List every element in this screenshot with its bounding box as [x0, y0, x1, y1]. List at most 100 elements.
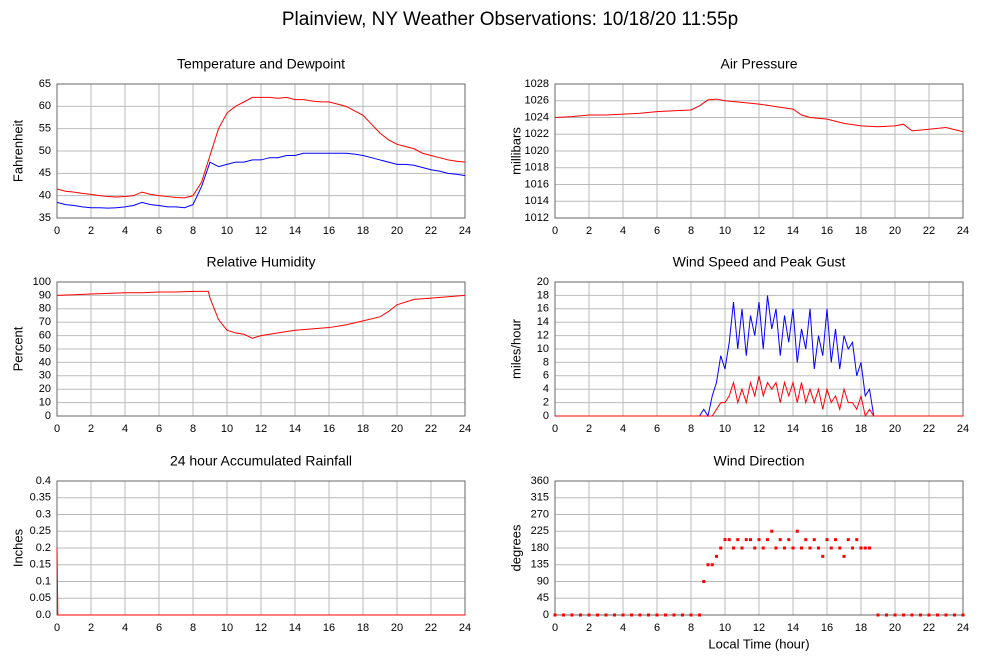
data-point	[698, 613, 701, 617]
x-tick-label: 12	[255, 225, 267, 237]
y-tick-label: 12	[537, 330, 549, 342]
data-line	[56, 152, 466, 209]
x-tick-label: 22	[923, 225, 935, 237]
plot-frame	[554, 83, 964, 219]
data-point	[706, 563, 710, 567]
data-point	[778, 538, 782, 542]
x-tick-label: 22	[425, 225, 437, 237]
data-point	[681, 613, 684, 617]
data-point	[749, 538, 752, 542]
x-tick-label: 14	[289, 423, 301, 435]
x-tick-label: 4	[620, 225, 626, 237]
data-line	[555, 295, 963, 418]
y-tick-label: 270	[531, 508, 549, 520]
y-tick-label: 135	[531, 559, 549, 571]
x-tick-label: 0	[54, 423, 60, 435]
data-point	[715, 554, 718, 558]
data-point	[761, 546, 765, 550]
x-tick-label: 10	[719, 423, 731, 435]
x-tick-label: 12	[753, 622, 765, 634]
x-tick-label: 18	[855, 225, 867, 237]
chart-title: Wind Direction	[713, 453, 804, 469]
x-tick-label: 20	[889, 622, 901, 634]
y-tick-label: 80	[39, 303, 51, 315]
x-tick-label: 18	[357, 622, 369, 634]
x-tick-label: 16	[323, 622, 335, 634]
x-tick-label: 0	[552, 225, 558, 237]
data-point	[787, 538, 791, 542]
y-tick-label: 1018	[525, 162, 549, 174]
x-tick-label: 24	[957, 225, 969, 237]
x-tick-label: 4	[122, 225, 128, 237]
data-point	[953, 613, 956, 617]
y-tick-label: 20	[537, 276, 549, 288]
y-tick-label: 20	[39, 383, 51, 395]
data-point	[800, 546, 803, 550]
data-point	[689, 613, 693, 617]
y-tick-label: 4	[543, 383, 549, 395]
data-point	[630, 613, 633, 617]
y-axis-label: Percent	[10, 326, 25, 371]
x-tick-label: 12	[753, 423, 765, 435]
y-tick-label: 0.25	[30, 525, 51, 537]
x-tick-label: 10	[719, 622, 731, 634]
data-point	[859, 546, 863, 550]
plot-frame	[554, 281, 964, 417]
y-tick-label: 60	[39, 330, 51, 342]
y-tick-label: 0.0	[36, 609, 51, 621]
y-tick-label: 1022	[525, 128, 549, 140]
x-tick-label: 18	[855, 622, 867, 634]
data-point	[944, 613, 948, 617]
y-axis-label: degrees	[508, 524, 523, 571]
x-tick-label: 14	[787, 622, 799, 634]
data-point	[795, 529, 799, 533]
x-tick-label: 0	[54, 225, 60, 237]
data-point	[902, 613, 905, 617]
y-tick-label: 0.35	[30, 492, 51, 504]
chart-title: Air Pressure	[720, 56, 797, 72]
y-tick-label: 6	[543, 370, 549, 382]
data-point	[821, 554, 825, 558]
y-tick-label: 0.4	[36, 475, 51, 487]
x-tick-label: 14	[289, 225, 301, 237]
y-tick-label: 180	[531, 542, 549, 554]
x-tick-label: 20	[391, 423, 403, 435]
data-point	[621, 613, 625, 617]
x-tick-label: 2	[88, 225, 94, 237]
y-tick-label: 0.15	[30, 559, 51, 571]
chart-title: Wind Speed and Peak Gust	[673, 254, 846, 270]
x-tick-label: 2	[586, 225, 592, 237]
x-tick-label: 2	[88, 622, 94, 634]
x-tick-label: 14	[787, 423, 799, 435]
y-tick-label: 90	[537, 575, 549, 587]
x-tick-label: 2	[88, 423, 94, 435]
y-tick-label: 16	[537, 303, 549, 315]
x-tick-label: 24	[957, 622, 969, 634]
x-tick-label: 18	[855, 423, 867, 435]
x-tick-label: 2	[586, 622, 592, 634]
y-tick-label: 90	[39, 289, 51, 301]
data-point	[570, 613, 574, 617]
data-point	[851, 546, 854, 550]
x-tick-label: 4	[122, 423, 128, 435]
x-tick-label: 22	[923, 622, 935, 634]
data-point	[562, 613, 565, 617]
data-point	[757, 538, 761, 542]
x-tick-label: 4	[122, 622, 128, 634]
data-point	[744, 538, 748, 542]
data-point	[834, 538, 837, 542]
x-tick-label: 24	[957, 423, 969, 435]
x-tick-label: 4	[620, 622, 626, 634]
data-point	[672, 613, 676, 617]
y-tick-label: 1014	[525, 195, 549, 207]
data-line	[554, 98, 964, 133]
x-tick-label: 24	[459, 423, 471, 435]
plot-frame	[56, 83, 466, 219]
x-axis-label: Local Time (hour)	[708, 636, 809, 651]
data-point	[766, 538, 769, 542]
data-line	[56, 96, 466, 199]
y-tick-label: 1028	[525, 78, 549, 90]
y-axis-label: Inches	[10, 528, 25, 567]
data-point	[774, 546, 778, 550]
data-line	[56, 547, 465, 616]
